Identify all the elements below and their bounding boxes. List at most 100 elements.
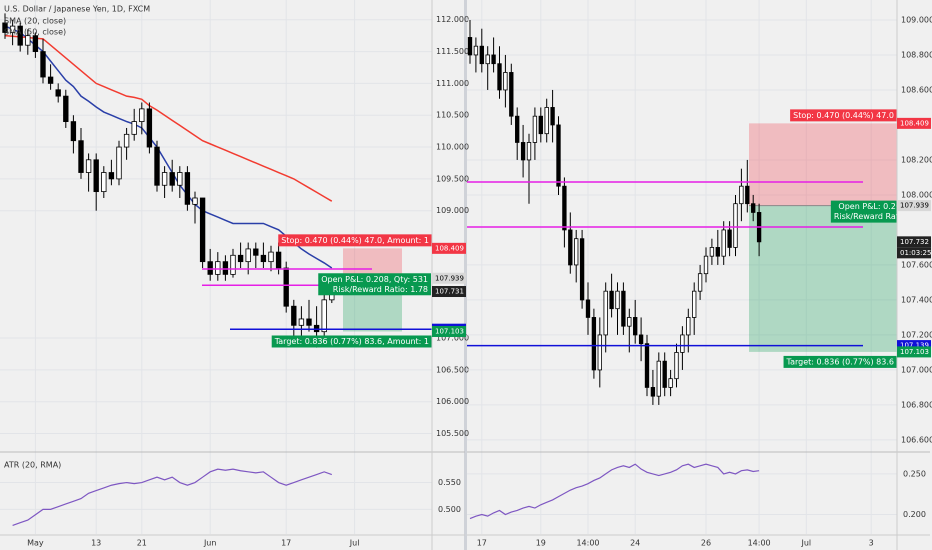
target-label-box: [271, 335, 432, 348]
target-label: Target: 0.836 (0.77%) 83.6: [786, 357, 894, 366]
candle-body: [55, 89, 61, 97]
candle-body: [579, 238, 585, 301]
price-label-box: [432, 286, 466, 298]
candle-body: [40, 51, 46, 78]
price-label: 107.939: [900, 202, 929, 210]
candle-body: [93, 159, 99, 193]
x-tick-label: May: [27, 539, 44, 548]
candle-body: [627, 317, 632, 327]
x-tick-label: 14:00: [748, 539, 771, 548]
atr-tick-label: 0.250: [903, 469, 926, 478]
candle-body: [101, 172, 107, 193]
candle-body: [662, 360, 667, 388]
y-tick-label: 111.000: [436, 79, 469, 88]
candle-body: [25, 35, 31, 46]
price-label: 107.939: [435, 274, 464, 282]
atr-tick-label: 0.500: [438, 505, 461, 514]
candle-body: [644, 343, 650, 388]
candle-body: [275, 251, 282, 269]
indicator-title: SMA (50, close): [4, 28, 66, 37]
price-label: 107.732: [900, 238, 929, 246]
target-label: Target: 0.836 (0.77%) 83.6, Amount: 1: [274, 337, 429, 346]
x-tick-label: 24: [630, 539, 640, 548]
candle-body: [568, 229, 573, 266]
y-tick-label: 109.000: [436, 206, 469, 215]
atr-title: ATR (20, RMA): [4, 461, 61, 470]
candle-body: [538, 115, 543, 135]
y-tick-label: 110.500: [436, 111, 469, 120]
x-tick-label: 26: [701, 539, 711, 548]
candle-body: [556, 124, 561, 187]
candle-body: [139, 108, 145, 122]
price-label: 108.409: [900, 119, 929, 127]
candle-body: [692, 290, 697, 318]
candle-body: [9, 25, 16, 33]
y-tick-label: 106.500: [436, 365, 469, 374]
price-label: 107.103: [900, 348, 929, 356]
price-label-box: [897, 236, 931, 248]
candle-body: [715, 247, 720, 257]
pnl-label-box: [830, 200, 897, 223]
price-label-box: [432, 272, 466, 284]
candle-body: [680, 334, 685, 353]
y-tick-label: 107.200: [901, 330, 932, 339]
candle-body: [668, 378, 673, 388]
candle-body: [237, 254, 244, 263]
candle-body: [222, 261, 229, 275]
candle-body: [207, 261, 213, 275]
atr-line: [469, 463, 760, 520]
price-label-box: [432, 325, 466, 337]
stop-zone: [749, 123, 897, 206]
chart-panel: 17 19 14:00 24 26 14:00 Jul 3 Stop: 0.470 (0.44%…: [467, 0, 897, 548]
pnl-label: Risk/Reward Ratio: 1.78: [333, 285, 428, 294]
price-label-box: [897, 200, 931, 212]
moving-average: [4, 34, 333, 202]
x-tick-label: 14:00: [576, 539, 599, 548]
y-tick-label: 106.600: [901, 435, 932, 444]
candle-body: [745, 185, 750, 205]
candle-body: [544, 107, 549, 135]
candle-body: [520, 142, 526, 161]
candle-body: [32, 35, 39, 52]
price-label: 107.103: [435, 327, 464, 335]
candle-body: [116, 146, 122, 180]
candle-body: [709, 247, 715, 257]
candle-body: [479, 45, 484, 65]
candle-body: [562, 185, 567, 231]
chart-panel: May 13 21 Jun 17 Jul Stop: 0.470 (0.44%) 47.0,…: [0, 0, 432, 548]
candle-body: [184, 172, 191, 205]
x-tick-label: 19: [536, 539, 546, 548]
y-tick-label: 112.000: [436, 15, 469, 24]
candle-body: [85, 159, 92, 173]
candle-body: [603, 290, 608, 336]
price-label-box: [897, 117, 931, 129]
y-tick-label: 109.000: [901, 15, 932, 24]
candle-body: [245, 248, 251, 263]
candle-body: [739, 185, 744, 205]
candle-body: [321, 299, 327, 333]
y-tick-label: 106.800: [901, 400, 932, 409]
y-tick-label: 108.800: [901, 50, 932, 59]
candle-body: [63, 95, 69, 122]
price-label: 107.139: [900, 342, 929, 350]
y-tick-label: 107.600: [901, 260, 932, 269]
x-tick-label: 17: [281, 539, 291, 548]
x-tick-label: 13: [91, 539, 101, 548]
price-label-box: [432, 242, 466, 254]
candle-body: [131, 121, 137, 135]
y-tick-label: 108.000: [901, 190, 932, 199]
stop-label: Stop: 0.470 (0.44%) 47.0: [793, 111, 894, 120]
candle-body: [467, 37, 473, 56]
price-axis: 112.000 111.500 111.000 110.500 110.000 109.5…: [436, 15, 469, 514]
candle-body: [503, 72, 508, 91]
target-zone: [749, 205, 897, 352]
candle-body: [473, 45, 479, 56]
candle-body: [47, 76, 54, 84]
x-tick-label: 21: [137, 539, 147, 548]
candle-body: [215, 261, 221, 275]
candle-body: [154, 146, 160, 186]
candle-body: [123, 133, 130, 148]
candle-body: [253, 248, 259, 256]
y-tick-label: 109.500: [436, 174, 469, 183]
x-tick-label: Jun: [203, 539, 217, 548]
